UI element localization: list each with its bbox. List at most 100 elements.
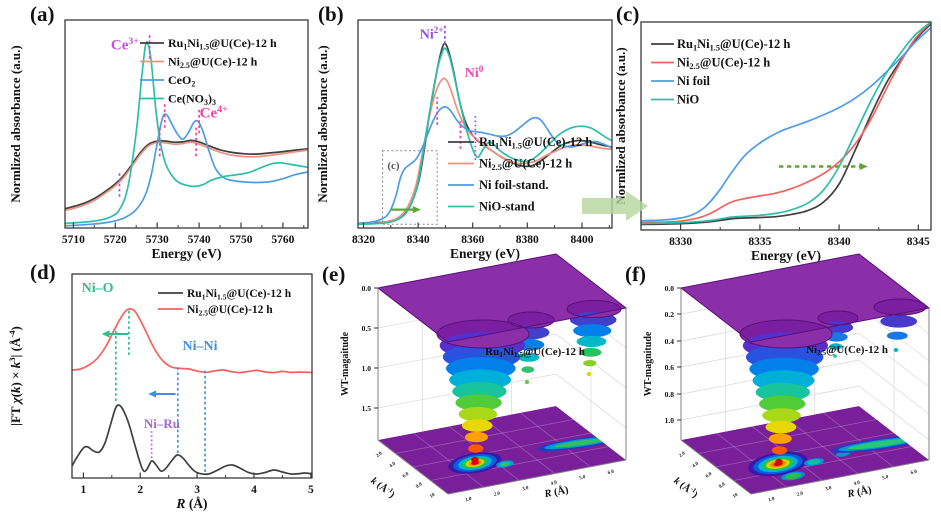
panel-d-label: (d) [30,260,56,284]
block-arrow-icon [582,191,648,221]
y-axis-label: Normlized absorbance (a.u.) [8,45,23,202]
x-tick-label: 8345 [907,236,930,248]
panel-b-label: (b) [318,2,344,26]
z-tick-label: 0.8 [665,390,675,399]
legend: Ru1Ni1.5@U(Ce)-12 h Ni2.5@U(Ce)-12 h Ni fo… [448,135,592,214]
r-tick-label: 5.0 [579,475,587,482]
x-tick-label: 1 [81,484,87,496]
panel-c-edge-zoom-chart: 8330 8335 8340 8345 Energy (eV) Normlized abs… [613,21,932,263]
r-tick-label: 2.0 [796,491,804,498]
axes: 5710 5720 5730 5740 5750 5760 Energy (eV) Norml… [8,19,309,261]
x-tick-label: 5760 [271,234,294,246]
r-tick-label: 6.0 [910,470,918,477]
x-axis-label: Energy (eV) [151,246,221,261]
z-tick-label: 1.0 [362,364,372,373]
x-tick-label: 5750 [230,234,253,246]
highlight-arrow-overlay [582,191,648,221]
r-axis-label: R (Å) [542,484,570,501]
legend-label: Ni2.5@U(Ce)-12 h [479,157,572,173]
k-tick-label: 8.0 [415,482,423,490]
k-tick-label: 10 [429,492,436,499]
panel-b-xanes-ni-chart: Ni2+ Ni0 (c) 8320 8340 8360 8380 8400 Energy (eV… [315,19,613,261]
z-tick-label: 1.5 [362,404,372,413]
panel-c-label: (c) [616,2,640,26]
legend: Ru1Ni1.5@U(Ce)-12 h Ni2.5@U(Ce)-12 h [158,288,292,317]
x-tick-label: 3 [194,484,200,496]
series-line [640,23,932,226]
x-tick-label: 4 [251,484,257,496]
x-axis-label: Energy (eV) [450,246,520,261]
sample-annotation: Ni2.5@U(Ce)-12 h [806,344,888,357]
series-group [71,307,313,476]
x-axis-label: Energy (eV) [751,248,821,263]
r-tick-label: 1.0 [465,497,473,504]
legend-label: Ni2.5@U(Ce)-12 h [677,56,770,72]
r-tick-label: 1.0 [768,497,776,504]
x-tick-label: 5720 [104,234,127,246]
x-tick-label: 8340 [407,234,430,246]
legend-label: Ru1Ni1.5@U(Ce)-12 h [168,36,277,51]
series-group [640,21,932,226]
panel-d-ft-exafs-chart: Ni–O Ni–Ni Ni–Ru 1 2 3 4 5 R (Å) |FT χ(k) × k3| (… [7,273,314,511]
z-tick-label: 0.0 [665,284,675,293]
axes: 8330 8335 8340 8345 Energy (eV) Normlized abs… [613,21,932,263]
series-group [64,40,309,227]
annotations: Ni–O Ni–Ni Ni–Ru [82,281,218,472]
peak-label: Ni0 [465,64,484,81]
series-line [71,404,313,476]
arrow-head-icon [412,206,421,214]
k-tick-label: 2.0 [376,451,384,459]
r-tick-label: 3.0 [522,486,530,493]
x-tick-label: 8360 [461,234,484,246]
x-tick-label: 5710 [62,234,85,246]
k-axis-label: k (Å-1) [368,475,397,501]
series-line [357,47,613,226]
k-tick-label: 10 [732,492,739,499]
k-axis-label: k (Å-1) [671,475,700,501]
x-axis-label: R (Å) [175,496,207,511]
peak-label: (c) [387,160,400,172]
r-axis-label: R (Å) [845,484,873,501]
z-axis-label: WT-magaitude [340,331,351,396]
y-axis-label: |FT χ(k) × k3| (Å-4) [7,326,23,426]
r-tick-label: 2.0 [493,491,501,498]
legend: Ru1Ni1.5@U(Ce)-12 h Ni2.5@U(Ce)-12 h CeO2 C… [140,36,277,107]
panel-e-wavelet-3d-chart: 0.0 0.5 1.0 1.5 2.0 4.0 6.0 8.0 10 1.0 2.0 3.0 4.0 5.… [340,253,628,504]
peak-label: Ni2+ [420,25,444,42]
series-line [64,139,309,210]
r-tick-label: 5.0 [882,475,890,482]
panel-f-wavelet-3d-chart: 0.0 0.2 0.4 0.6 0.8 1.0 2.0 4.0 6.0 8.0 10 1.0 2.0 3.… [643,253,931,504]
x-tick-label: 5730 [146,234,169,246]
legend-label: Ni2.5@U(Ce)-12 h [187,304,273,317]
legend-label: Ni foil-stand. [479,178,548,192]
legend-label: Ru1Ni1.5@U(Ce)-12 h [187,288,292,301]
legend-label: Ce(NO3)3 [168,92,216,107]
x-tick-label: 5 [308,484,314,496]
legend-label: CeO2 [168,73,195,88]
series-line [357,105,613,225]
arrow-head-icon [101,330,110,338]
k-tick-label: 4.0 [389,461,397,469]
peak-label: Ce4+ [200,104,228,122]
panel-a-label: (a) [30,2,55,26]
arrow-head-icon [859,162,868,171]
panel-f-label: (f) [625,262,646,286]
z-tick-label: 0.4 [665,337,675,346]
x-tick-label: 8340 [828,236,851,248]
k-tick-label: 4.0 [692,461,700,469]
annotations [778,162,868,171]
axes: 8320 8340 8360 8380 8400 Energy (eV) Normlized… [315,19,613,261]
z-tick-label: 0.0 [362,284,372,293]
x-tick-label: 8320 [352,234,375,246]
k-tick-label: 2.0 [679,451,687,459]
series-line [640,26,932,222]
x-tick-label: 5740 [188,234,211,246]
k-tick-label: 8.0 [718,482,726,490]
z-tick-label: 0.5 [362,324,372,333]
r-tick-label: 3.0 [825,486,833,493]
x-tick-label: 8380 [516,234,539,246]
annotations: Ni2+ Ni0 (c) [382,25,484,225]
legend: Ru1Ni1.5@U(Ce)-12 h Ni2.5@U(Ce)-12 h Ni fo… [651,37,790,107]
x-tick-label: 2 [137,484,143,496]
